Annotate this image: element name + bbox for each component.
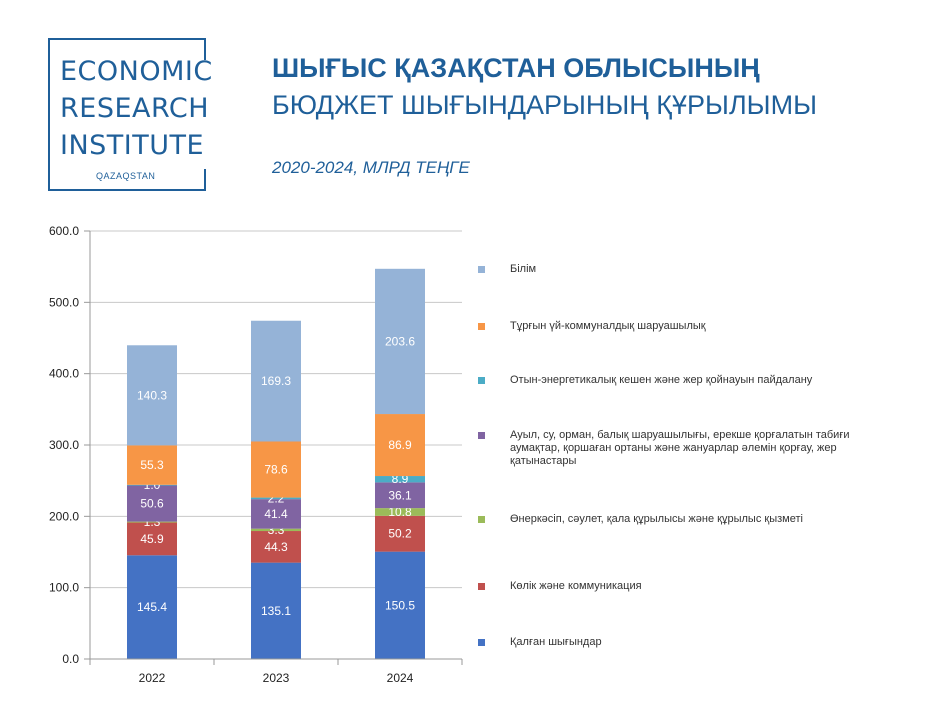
data-label: 10.8 xyxy=(388,505,412,519)
stacked-bar-chart: 0.0 100.0 200.0 300.0 400.0 500.0 600.0 145.4 45… xyxy=(49,224,463,685)
logo-line-3: INSTITUTE xyxy=(60,130,205,161)
data-label: 45.9 xyxy=(140,532,164,546)
legend-label: Тұрғын үй-коммуналдық шаруашылық xyxy=(510,320,706,332)
data-label: 135.1 xyxy=(261,604,291,618)
bar-segment-2024-1 xyxy=(375,515,425,552)
data-label: 55.3 xyxy=(140,458,164,472)
bar-segment-2022-3 xyxy=(127,485,177,522)
legend-swatch xyxy=(478,377,485,384)
bar-segment-2023-2 xyxy=(251,528,301,532)
data-label: 169.3 xyxy=(261,374,291,388)
logo-frame-right-top xyxy=(204,40,206,60)
y-tick-label: 500.0 xyxy=(49,295,79,309)
data-label: 50.6 xyxy=(140,497,164,511)
legend-label: Ауыл, су, орман, балық шаруашылығы, ерек… xyxy=(510,429,850,467)
logo: ECONOMIC RESEARCH INSTITUTE QAZAQSTAN xyxy=(48,38,212,191)
x-tick-label: 2024 xyxy=(387,671,414,685)
legend-label: Отын-энергетикалық кешен және жер қойнау… xyxy=(510,374,813,386)
y-tick-label: 200.0 xyxy=(49,509,79,523)
bar-segment-2024-6 xyxy=(375,268,425,415)
bar-segment-2024-0 xyxy=(375,551,425,659)
bar-segment-2024-5 xyxy=(375,414,425,477)
bar-segment-2022-2 xyxy=(127,521,177,523)
logo-line-2: RESEARCH xyxy=(60,93,210,124)
legend-label: Өнеркәсіп, сәулет, қала құрылысы және құ… xyxy=(510,513,803,525)
y-tick-label: 400.0 xyxy=(49,367,79,381)
bar-segment-2022-4 xyxy=(127,484,177,486)
bar-segment-2023-4 xyxy=(251,497,301,500)
legend-swatch xyxy=(478,266,485,273)
data-label: 145.4 xyxy=(137,600,167,614)
legend-swatch xyxy=(478,583,485,590)
bar-segment-2024-4 xyxy=(375,476,425,483)
bar-segment-2024-2 xyxy=(375,508,425,516)
y-tick-label: 600.0 xyxy=(49,224,79,238)
page-title-line-1: ШЫҒЫС ҚАЗАҚСТАН ОБЛЫСЫНЫҢ xyxy=(272,53,760,83)
legend-label: Қалған шығындар xyxy=(510,636,602,648)
bar-segment-2023-1 xyxy=(251,531,301,563)
data-label: 86.9 xyxy=(388,438,412,452)
logo-line-1: ECONOMIC xyxy=(60,56,213,87)
bar-segment-2024-3 xyxy=(375,482,425,509)
data-label: 140.3 xyxy=(137,388,167,402)
y-tick-label: 0.0 xyxy=(62,652,79,666)
bar-segment-2023-5 xyxy=(251,441,301,498)
data-label: 41.4 xyxy=(264,507,288,521)
data-label: 44.3 xyxy=(264,540,288,554)
y-tick-label: 100.0 xyxy=(49,581,79,595)
page-title-line-2: БЮДЖЕТ ШЫҒЫНДАРЫНЫҢ ҚҰРЫЛЫМЫ xyxy=(272,90,817,120)
bar-segment-2022-6 xyxy=(127,345,177,446)
bar-segment-2022-0 xyxy=(127,555,177,659)
legend-label: Көлік және коммуникация xyxy=(510,580,642,592)
bar-segment-2023-3 xyxy=(251,499,301,529)
legend-swatch xyxy=(478,432,485,439)
legend-label: Білім xyxy=(510,263,537,275)
data-label: 36.1 xyxy=(388,488,412,502)
x-tick-label: 2022 xyxy=(139,671,166,685)
data-label: 78.6 xyxy=(264,463,288,477)
logo-subtitle: QAZAQSTAN xyxy=(96,171,156,181)
legend-swatch xyxy=(478,323,485,330)
data-label: 50.2 xyxy=(388,527,412,541)
bar-segment-2023-6 xyxy=(251,320,301,442)
bar-segment-2022-1 xyxy=(127,522,177,556)
legend-swatch xyxy=(478,516,485,523)
bar-segment-2023-0 xyxy=(251,562,301,659)
data-label: 203.6 xyxy=(385,334,415,348)
y-tick-label: 300.0 xyxy=(49,438,79,452)
logo-frame-right-bottom xyxy=(204,169,206,189)
legend-swatch xyxy=(478,639,485,646)
data-label: 150.5 xyxy=(385,598,415,612)
bar-segment-2022-5 xyxy=(127,445,177,485)
x-tick-label: 2023 xyxy=(263,671,290,685)
page-subtitle: 2020-2024, МЛРД ТЕҢГЕ xyxy=(272,158,470,177)
